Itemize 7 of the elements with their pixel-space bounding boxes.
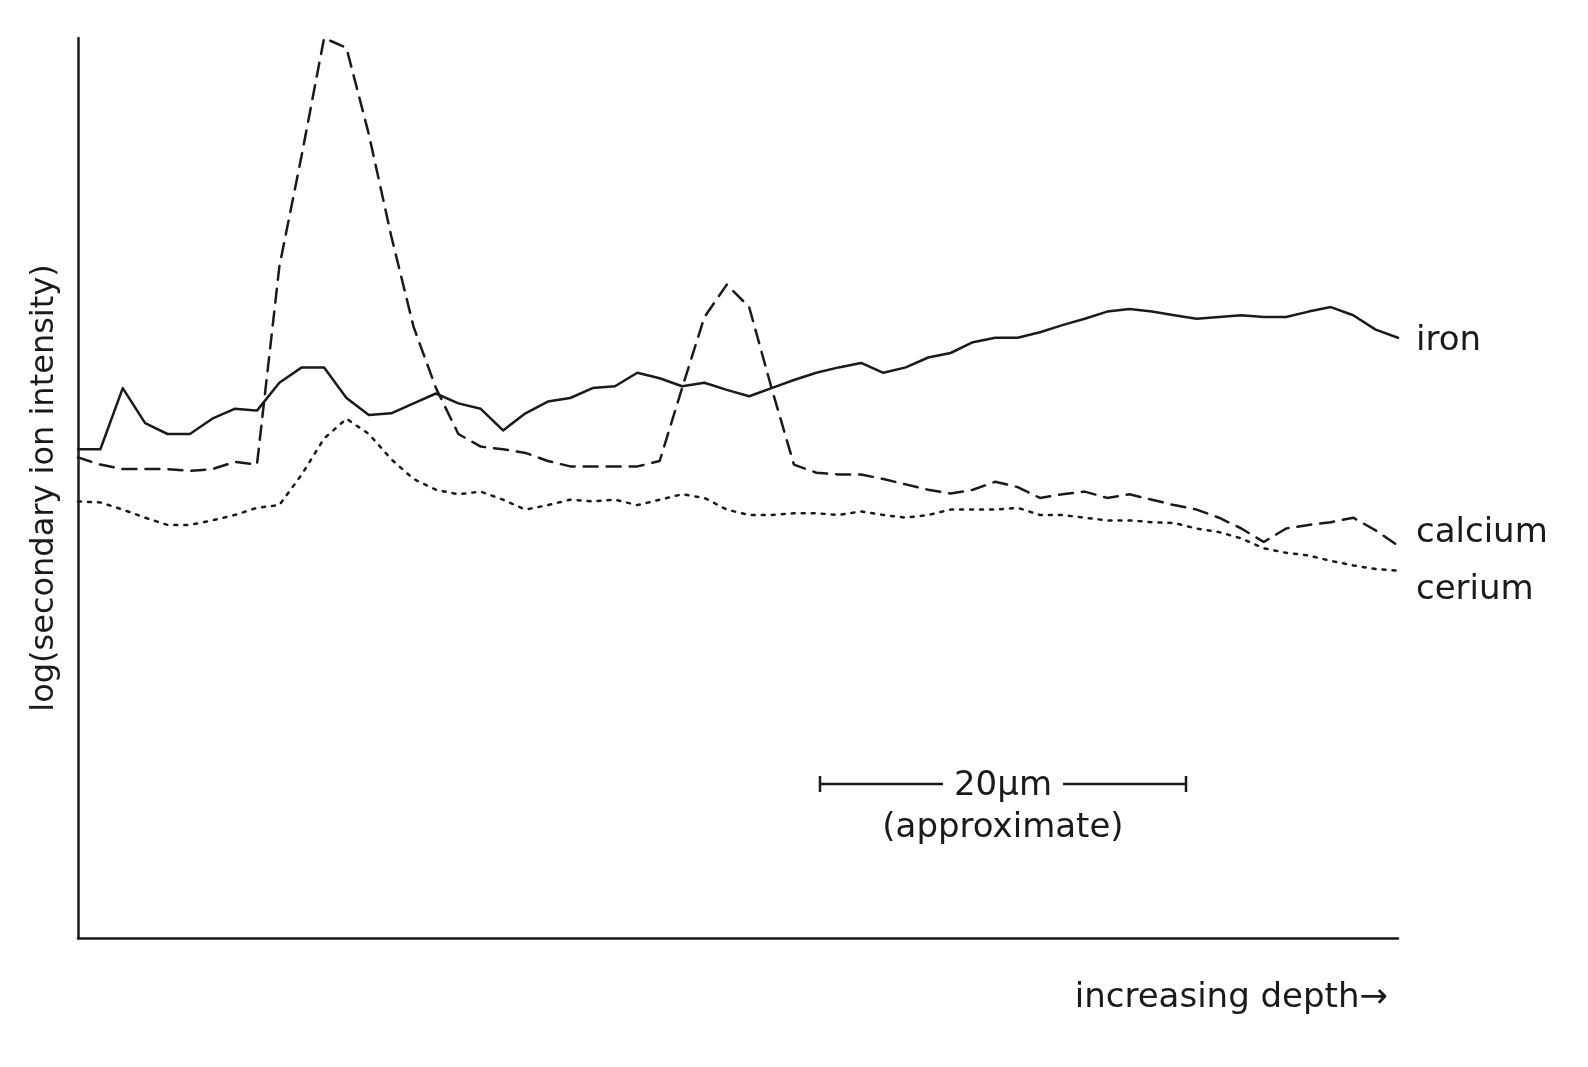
series-label: calcium xyxy=(1416,509,1548,550)
y-axis-title: log(secondary ion intensity) xyxy=(23,264,61,712)
series-label: cerium xyxy=(1416,566,1534,607)
series-label: iron xyxy=(1416,317,1482,358)
x-axis-title: increasing depth→ xyxy=(1074,975,1388,1015)
annotation: 20μm xyxy=(953,763,1052,803)
annotation: (approximate) xyxy=(881,805,1125,845)
